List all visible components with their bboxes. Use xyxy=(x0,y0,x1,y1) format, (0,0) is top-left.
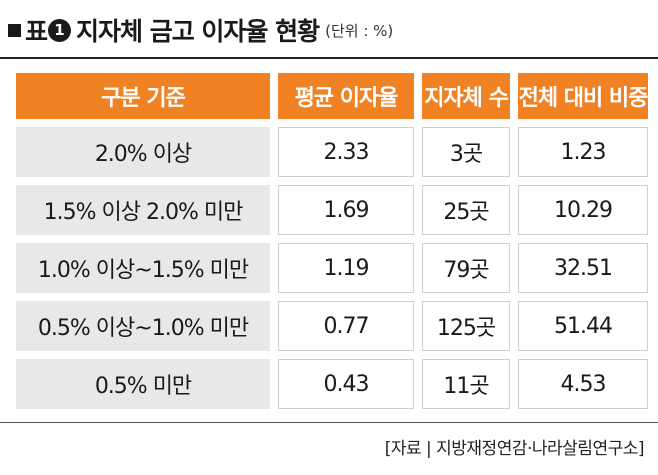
row-count: 125곳 xyxy=(422,301,510,351)
row-avg-rate: 1.19 xyxy=(278,243,414,293)
row-category: 1.0% 이상~1.5% 미만 xyxy=(16,243,270,293)
row-category: 1.5% 이상 2.0% 미만 xyxy=(16,185,270,235)
row-share: 32.51 xyxy=(518,243,648,293)
source-caption: [자료 | 지방재정연감·나라살림연구소] xyxy=(384,439,645,459)
table-row: 0.5% 미만 0.43 11곳 4.53 xyxy=(16,359,648,409)
table-row: 1.5% 이상 2.0% 미만 1.69 25곳 10.29 xyxy=(16,185,648,235)
row-count: 25곳 xyxy=(422,185,510,235)
row-category: 0.5% 이상~1.0% 미만 xyxy=(16,301,270,351)
header-category: 구분 기준 xyxy=(16,73,270,119)
table-title: 표 1 지자체 금고 이자율 현황 (단위 : %) xyxy=(8,10,393,50)
row-share: 4.53 xyxy=(518,359,648,409)
row-share: 10.29 xyxy=(518,185,648,235)
table-number-badge: 1 xyxy=(48,18,72,42)
header-row: 구분 기준 평균 이자율 지자체 수 전체 대비 비중 xyxy=(16,73,648,119)
header-share: 전체 대비 비중 xyxy=(518,73,648,119)
row-avg-rate: 1.69 xyxy=(278,185,414,235)
title-prefix: 표 xyxy=(25,17,48,46)
header-count: 지자체 수 xyxy=(422,73,510,119)
unit-label: (단위 : %) xyxy=(325,21,394,40)
square-bullet-icon xyxy=(8,23,21,37)
table-row: 1.0% 이상~1.5% 미만 1.19 79곳 32.51 xyxy=(16,243,648,293)
header-avg-rate: 평균 이자율 xyxy=(278,73,414,119)
row-category: 0.5% 미만 xyxy=(16,359,270,409)
row-avg-rate: 0.43 xyxy=(278,359,414,409)
table-row: 0.5% 이상~1.0% 미만 0.77 125곳 51.44 xyxy=(16,301,648,351)
row-count: 11곳 xyxy=(422,359,510,409)
table-row: 2.0% 이상 2.33 3곳 1.23 xyxy=(16,127,648,177)
title-text: 지자체 금고 이자율 현황 xyxy=(76,17,320,46)
top-divider xyxy=(0,57,658,59)
row-share: 51.44 xyxy=(518,301,648,351)
row-avg-rate: 2.33 xyxy=(278,127,414,177)
row-share: 1.23 xyxy=(518,127,648,177)
row-category: 2.0% 이상 xyxy=(16,127,270,177)
row-count: 79곳 xyxy=(422,243,510,293)
row-count: 3곳 xyxy=(422,127,510,177)
interest-rate-table: 구분 기준 평균 이자율 지자체 수 전체 대비 비중 2.0% 이상 2.33… xyxy=(16,73,648,417)
row-avg-rate: 0.77 xyxy=(278,301,414,351)
bottom-divider xyxy=(0,422,658,423)
